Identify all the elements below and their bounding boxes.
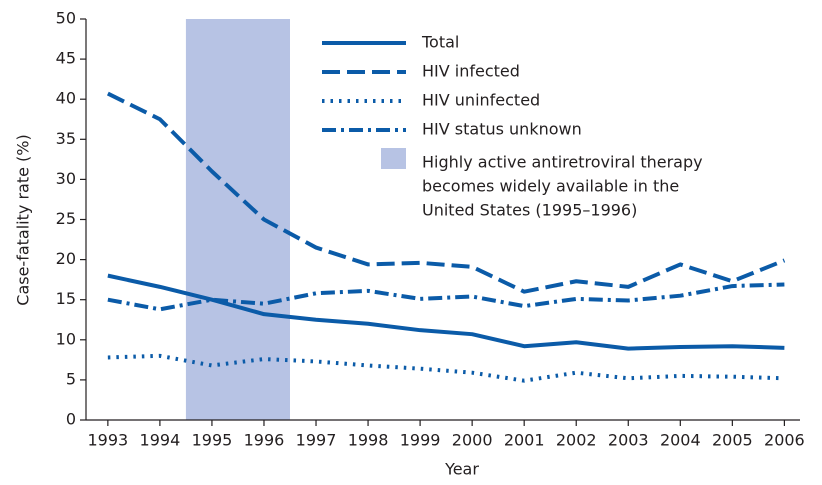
- legend-label: HIV infected: [422, 62, 520, 81]
- y-tick-label: 35: [56, 129, 76, 148]
- y-tick-label: 5: [66, 369, 76, 388]
- y-tick-label: 15: [56, 289, 76, 308]
- x-axis-title: Year: [444, 460, 479, 479]
- x-tick-label: 2006: [764, 431, 805, 450]
- y-tick-label: 40: [56, 89, 76, 108]
- x-tick-label: 2001: [504, 431, 545, 450]
- x-tick-label: 2000: [452, 431, 493, 450]
- shaded-span-label: becomes widely available in the: [422, 177, 679, 196]
- series-line: [106, 91, 786, 294]
- y-tick-label: 10: [56, 329, 76, 348]
- x-tick-label: 1999: [400, 431, 441, 450]
- y-tick-label: 0: [66, 410, 76, 429]
- legend-swatch: [381, 148, 406, 169]
- legend: Total HIV infected HIV uninfected HIV statu…: [322, 33, 703, 220]
- x-tick-label: 1993: [87, 431, 128, 450]
- x-tick-label: 2005: [712, 431, 753, 450]
- x-tick-label: 1994: [140, 431, 181, 450]
- y-tick-label: 30: [56, 169, 76, 188]
- x-tick-label: 2003: [608, 431, 649, 450]
- x-tick-label: 1996: [244, 431, 285, 450]
- x-tick-label: 1995: [192, 431, 233, 450]
- y-tick-label: 45: [56, 49, 76, 68]
- y-tick-label: 25: [56, 209, 76, 228]
- legend-label: Total: [421, 33, 459, 52]
- legend-label: HIV status unknown: [422, 120, 582, 139]
- x-tick-label: 2004: [660, 431, 701, 450]
- y-axis-title: Case-fatality rate (%): [14, 134, 33, 305]
- x-tick-label: 1997: [296, 431, 337, 450]
- x-tick-label: 1998: [348, 431, 389, 450]
- shaded-span-label: Highly active antiretroviral therapy: [422, 153, 703, 172]
- y-tick-label: 50: [56, 9, 76, 28]
- series-line: [107, 282, 785, 312]
- shaded-span: [185, 19, 290, 420]
- legend-label: HIV uninfected: [422, 91, 540, 110]
- x-tick-label: 2002: [556, 431, 597, 450]
- shaded-span-label: United States (1995–1996): [422, 201, 637, 220]
- y-tick-label: 20: [56, 249, 76, 268]
